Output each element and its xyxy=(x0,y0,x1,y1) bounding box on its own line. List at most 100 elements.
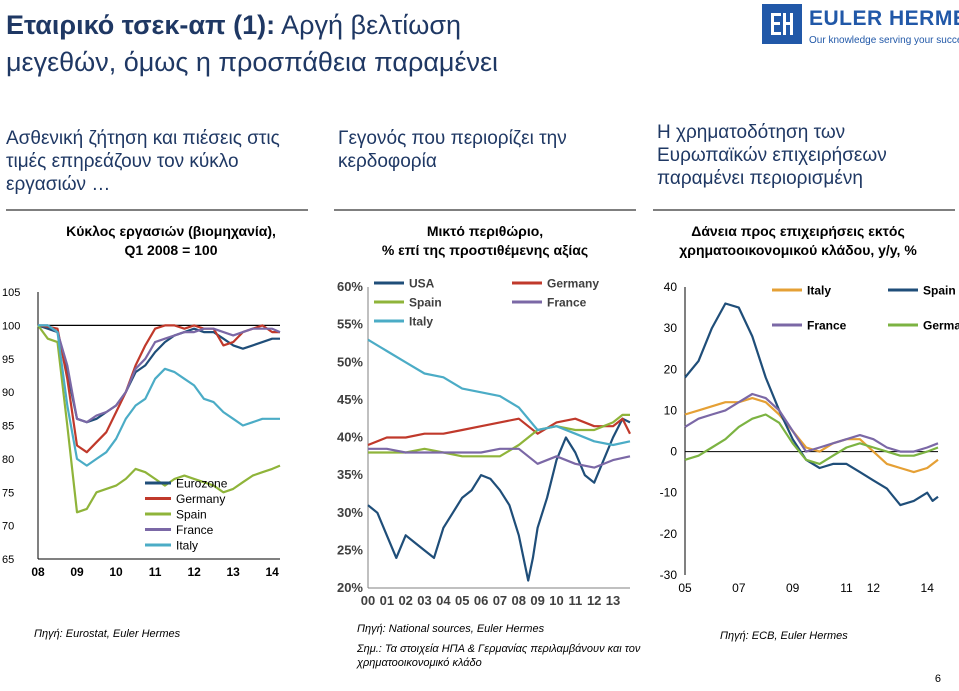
legend-label: Germany xyxy=(176,492,225,506)
panel3-subtitle-line: Δάνεια προς επιχειρήσεις εκτός xyxy=(691,223,905,239)
legend-label: France xyxy=(807,319,847,333)
x-tick-label: 10 xyxy=(549,593,563,608)
x-tick-label: 01 xyxy=(380,593,394,608)
series-line-italy xyxy=(38,324,280,467)
legend-label: Italy xyxy=(409,315,433,329)
x-tick-label: 12 xyxy=(587,593,601,608)
y-tick-label: 50% xyxy=(337,354,363,369)
panel2-source: Πηγή: National sources, Euler Hermes xyxy=(357,623,545,635)
x-tick-label: 12 xyxy=(187,565,201,579)
panel2-heading-line: κερδοφορία xyxy=(338,151,437,172)
panel2-heading-line: Γεγονός που περιορίζει την xyxy=(338,128,567,149)
series-line-france xyxy=(368,447,631,469)
x-tick-label: 03 xyxy=(417,593,431,608)
legend-label: Spain xyxy=(923,284,956,298)
panel2-subtitle-line: Μικτό περιθώριο, xyxy=(426,223,544,239)
logo-mark-icon xyxy=(762,4,802,44)
x-tick-label: 02 xyxy=(398,593,412,608)
logo-name: EULER HERMES xyxy=(809,7,959,30)
x-tick-label: 06 xyxy=(474,593,488,608)
y-tick-label: 65 xyxy=(2,554,14,566)
series-line-germany xyxy=(37,324,280,454)
page-number: 6 xyxy=(934,673,941,685)
x-tick-label: 10 xyxy=(109,565,123,579)
y-tick-label: 100 xyxy=(2,320,20,332)
y-tick-label: 25% xyxy=(337,542,363,557)
x-tick-label: 14 xyxy=(266,565,280,579)
series-line-france xyxy=(38,324,281,424)
euler-hermes-logo: EULER HERMES Our knowledge serving your … xyxy=(762,4,959,52)
panel3-source: Πηγή: ECB, Euler Hermes xyxy=(720,630,848,642)
series-line-france xyxy=(684,392,939,453)
x-tick-label: 07 xyxy=(493,593,507,608)
x-tick-label: 08 xyxy=(31,565,45,579)
legend-label: Spain xyxy=(176,508,207,522)
panel1-heading-line: τιμές επηρεάζουν τον κύκλο xyxy=(6,151,239,172)
panel2-subtitle: Μικτό περιθώριο, % επί της προστιθέμενης… xyxy=(330,222,640,260)
panel1-heading-line: Ασθενική ζήτηση και πιέσεις στις xyxy=(6,128,280,149)
y-tick-label: 10 xyxy=(664,403,678,417)
y-tick-label: 20% xyxy=(337,580,363,595)
y-tick-label: 40% xyxy=(337,430,363,445)
y-tick-label: 40 xyxy=(664,280,678,294)
panel1-subtitle-line: Κύκλος εργασιών (βιομηχανία), xyxy=(66,223,276,239)
panel3-subtitle-line: χρηματοοικονομικού κλάδου, y/y, % xyxy=(679,242,917,258)
y-tick-label: 30 xyxy=(664,321,678,335)
y-tick-label: 80 xyxy=(2,454,14,466)
x-tick-label: 00 xyxy=(361,593,375,608)
legend-label: Spain xyxy=(409,296,442,310)
panel1-divider xyxy=(6,209,308,211)
y-tick-label: 35% xyxy=(337,467,363,482)
panel1-heading-line: εργασιών … xyxy=(6,174,111,195)
x-tick-label: 11 xyxy=(840,581,853,595)
panel3-subtitle: Δάνεια προς επιχειρήσεις εκτός χρηματοοι… xyxy=(643,222,953,260)
series-line-germany xyxy=(684,413,939,465)
legend-label: France xyxy=(547,296,587,310)
panel1-source: Πηγή: Eurostat, Euler Hermes xyxy=(34,628,181,640)
y-tick-label: 90 xyxy=(2,387,14,399)
panel1-subtitle-line: Q1 2008 = 100 xyxy=(124,242,218,258)
x-tick-label: 05 xyxy=(678,581,692,595)
series-line-spain xyxy=(684,302,939,507)
x-tick-label: 13 xyxy=(606,593,620,608)
panel2-divider xyxy=(334,209,636,211)
x-tick-label: 05 xyxy=(455,593,469,608)
legend-label: Germany xyxy=(547,277,599,291)
legend-label: France xyxy=(176,523,214,537)
panel3-heading: Η χρηματοδότηση των Ευρωπαϊκών επιχειρήσ… xyxy=(657,121,957,190)
y-tick-label: 45% xyxy=(337,392,363,407)
margin-chart: 60% 55% 50% 45% 40% 35% 30% 25% 20%00 01 02 03 04 05 0… xyxy=(337,277,631,608)
y-tick-label: 55% xyxy=(337,317,363,332)
panel1-subtitle: Κύκλος εργασιών (βιομηχανία), Q1 2008 = … xyxy=(6,222,336,260)
x-tick-label: 14 xyxy=(921,581,935,595)
y-tick-label: 95 xyxy=(2,354,14,366)
series-line-usa xyxy=(367,417,631,582)
x-tick-label: 13 xyxy=(226,565,240,579)
panel2-note-line: χρηματοοικονομικό κλάδο xyxy=(357,657,482,669)
x-tick-label: 09 xyxy=(530,593,544,608)
panel2-heading: Γεγονός που περιορίζει την κερδοφορία xyxy=(338,127,638,173)
y-tick-label: 105 xyxy=(2,287,20,299)
x-tick-label: 04 xyxy=(436,593,451,608)
page-title-rest: Αργή βελτίωση xyxy=(275,10,462,40)
legend-label: Italy xyxy=(807,284,831,298)
series-line-spain xyxy=(368,413,630,458)
legend-label: Italy xyxy=(176,539,198,553)
panel2-subtitle-line: % επί της προστιθέμενης αξίας xyxy=(381,242,589,258)
x-tick-label: 09 xyxy=(70,565,84,579)
panel3-heading-line: Ευρωπαϊκών επιχειρήσεων xyxy=(657,145,887,166)
y-tick-label: 60% xyxy=(337,279,363,294)
panel3-divider xyxy=(653,209,955,211)
y-tick-label: 75 xyxy=(2,487,14,499)
x-tick-label: 11 xyxy=(149,565,162,579)
series-line-italy xyxy=(367,338,631,447)
page-title-line2: μεγεθών, όμως η προσπάθεια παραμένει xyxy=(6,47,499,77)
panel2-note: Σημ.: Τα στοιχεία ΗΠΑ & Γερμανίας περιλα… xyxy=(357,642,640,670)
x-tick-label: 09 xyxy=(786,581,800,595)
y-tick-label: 20 xyxy=(664,362,678,376)
x-tick-label: 12 xyxy=(867,581,881,595)
y-tick-label: -30 xyxy=(660,568,678,582)
page-title: Εταιρικό τσεκ-απ (1): Αργή βελτίωση xyxy=(6,8,461,42)
turnover-chart: 105 100 95 90 85 80 75 70 65 08 09 10 11 12 13 14 Eurozo… xyxy=(2,287,281,579)
